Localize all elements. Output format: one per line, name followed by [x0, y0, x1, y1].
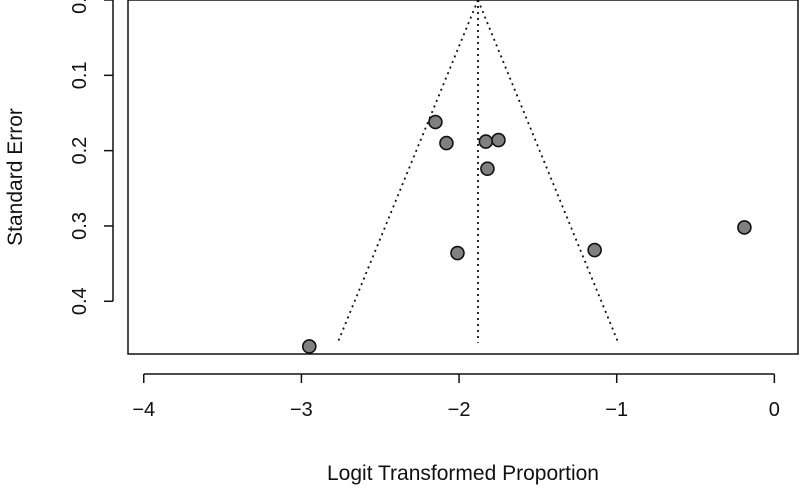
data-point: [587, 242, 602, 258]
data-point: [480, 161, 495, 177]
data-point: [478, 134, 494, 149]
y-axis-title: Standard Error: [4, 108, 27, 246]
data-point: [428, 114, 443, 130]
y-tick-label: 0.2: [69, 137, 91, 165]
y-tick-label: 0.4: [69, 287, 91, 315]
data-point: [737, 220, 752, 235]
funnel-right-line: [477, 0, 620, 344]
x-tick-label: 0: [769, 399, 780, 421]
data-points: [301, 114, 752, 354]
funnel-left-line: [336, 0, 479, 344]
x-axis-title: Logit Transformed Proportion: [327, 462, 599, 485]
x-tick-label: −3: [290, 399, 313, 421]
plot-frame: [127, 0, 799, 355]
data-point: [491, 132, 506, 148]
data-point: [450, 245, 465, 261]
x-tick-label: −2: [448, 399, 471, 421]
funnel-lines: [336, 0, 620, 344]
data-point: [301, 339, 317, 354]
y-tick-label: 0.0: [69, 0, 91, 14]
x-tick-label: −1: [605, 399, 628, 421]
x-tick-label: −4: [132, 399, 155, 421]
y-tick-label: 0.3: [69, 212, 91, 240]
data-point: [439, 135, 454, 151]
y-tick-label: 0.1: [69, 61, 91, 89]
x-axis: −4 −3 −2 −1 0: [132, 373, 780, 421]
y-axis: 0.0 0.1 0.2 0.3 0.4: [69, 0, 114, 315]
